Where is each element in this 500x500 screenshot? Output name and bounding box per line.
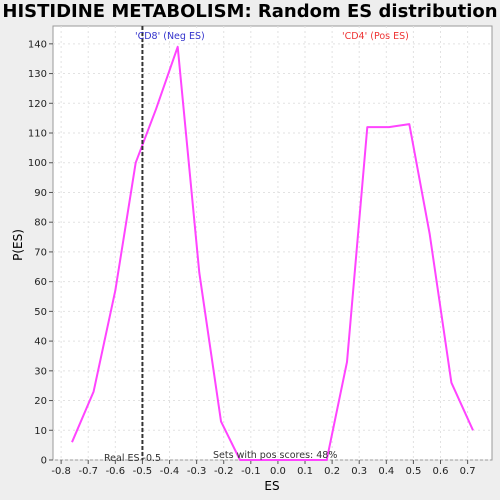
x-tick-label: -0.5 [133,466,153,477]
series-layer [71,45,474,461]
x-tick-label: 0.0 [270,466,286,477]
real-es-label: Real ES -0.5 [104,453,161,464]
annotation-neg-es: 'CD8' (Neg ES) [135,31,205,42]
x-tick-label: -0.6 [106,466,126,477]
y-tick-label: 30 [34,366,47,377]
x-tick-label: 0.5 [405,466,421,477]
x-tick-label: -0.8 [51,466,71,477]
x-axis-title: ES [264,479,279,493]
es-distribution-line [71,45,474,461]
x-tick-label: -0.1 [241,466,261,477]
x-tick-label: 0.7 [460,466,476,477]
y-tick-label: 70 [34,247,47,258]
y-tick-label: 20 [34,396,47,407]
y-tick-label: 60 [34,277,47,288]
chart-title: HISTIDINE METABOLISM: Random ES distribu… [2,1,498,22]
x-tick-label: 0.3 [351,466,367,477]
y-tick-label: 40 [34,337,47,348]
axes: -0.8 -0.7 -0.6 -0.5 -0.4 -0.3 -0.2 -0.1 0.0 0.1 0.… [28,39,476,477]
y-axis-title: P(ES) [11,229,25,261]
annotation-pos-scores: Sets with pos scores: 48% [213,450,337,461]
x-tick-label: -0.2 [214,466,234,477]
y-tick-label: 110 [28,129,47,140]
x-tick-label: -0.7 [78,466,98,477]
x-tick-label: 0.2 [324,466,340,477]
x-tick-label: 0.4 [378,466,394,477]
plot-background [52,25,493,461]
y-tick-label: 10 [34,426,47,437]
y-tick-label: 50 [34,307,47,318]
x-tick-label: -0.3 [187,466,207,477]
y-tick-label: 90 [34,188,47,199]
y-tick-label: 80 [34,218,47,229]
y-tick-label: 0 [41,456,47,467]
x-tick-label: -0.4 [160,466,180,477]
y-tick-label: 130 [28,69,47,80]
y-tick-label: 140 [28,39,47,50]
annotation-pos-es: 'CD4' (Pos ES) [342,31,409,42]
y-tick-label: 120 [28,99,47,110]
x-tick-label: 0.1 [297,466,313,477]
y-tick-label: 100 [28,158,47,169]
x-tick-label: 0.6 [433,466,449,477]
